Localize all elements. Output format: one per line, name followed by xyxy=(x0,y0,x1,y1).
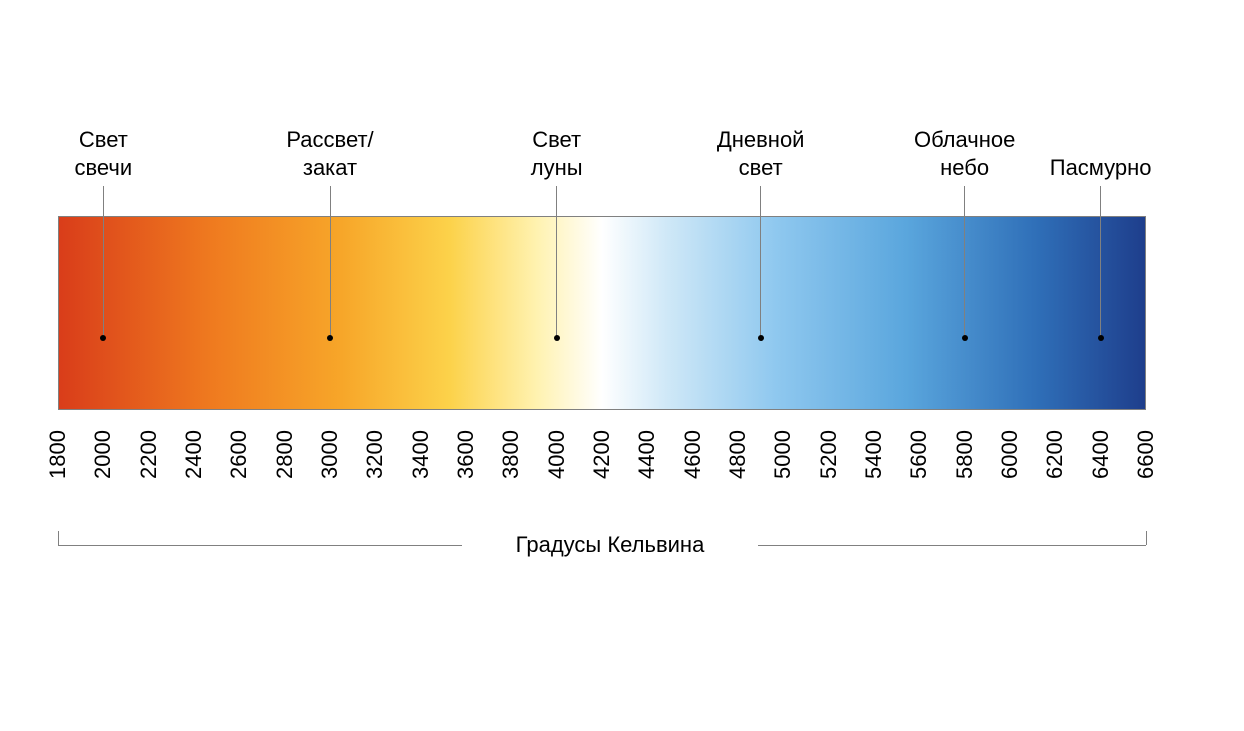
axis-tick-label: 4800 xyxy=(725,430,751,479)
axis-tick-label: 2400 xyxy=(181,430,207,479)
callout-leader-line xyxy=(1100,186,1101,338)
axis-tick-label: 4200 xyxy=(589,430,615,479)
callout-label: Свет свечи xyxy=(0,126,223,182)
callout-dot xyxy=(1098,335,1104,341)
axis-tick-label: 6200 xyxy=(1042,430,1068,479)
callout-dot xyxy=(962,335,968,341)
axis-tick-label: 5000 xyxy=(770,430,796,479)
axis-tick-label: 2000 xyxy=(90,430,116,479)
axis-bracket xyxy=(58,531,59,545)
axis-tick-label: 4400 xyxy=(634,430,660,479)
axis-tick-label: 2800 xyxy=(272,430,298,479)
callout-leader-line xyxy=(330,186,331,338)
callout-dot xyxy=(554,335,560,341)
axis-tick-label: 2200 xyxy=(136,430,162,479)
axis-tick-label: 6400 xyxy=(1088,430,1114,479)
callout-leader-line xyxy=(103,186,104,338)
callout-leader-line xyxy=(964,186,965,338)
axis-title: Градусы Кельвина xyxy=(462,532,758,558)
callout-dot xyxy=(758,335,764,341)
callout-label: Рассвет/ закат xyxy=(210,126,450,182)
axis-bracket xyxy=(1146,531,1147,545)
axis-tick-label: 2600 xyxy=(226,430,252,479)
axis-tick-label: 3000 xyxy=(317,430,343,479)
axis-tick-label: 5600 xyxy=(906,430,932,479)
axis-tick-label: 3600 xyxy=(453,430,479,479)
axis-tick-label: 6600 xyxy=(1133,430,1159,479)
color-temperature-bar xyxy=(58,216,1146,410)
callout-leader-line xyxy=(556,186,557,338)
axis-tick-label: 3200 xyxy=(362,430,388,479)
axis-tick-label: 5400 xyxy=(861,430,887,479)
axis-tick-label: 5800 xyxy=(952,430,978,479)
axis-tick-label: 6000 xyxy=(997,430,1023,479)
axis-tick-label: 4600 xyxy=(680,430,706,479)
callout-label: Пасмурно xyxy=(981,154,1221,182)
kelvin-scale-diagram: Свет свечиРассвет/ закатСвет луныДневной… xyxy=(0,0,1244,731)
callout-dot xyxy=(327,335,333,341)
axis-tick-label: 1800 xyxy=(45,430,71,479)
axis-tick-label: 5200 xyxy=(816,430,842,479)
axis-tick-label: 3800 xyxy=(498,430,524,479)
axis-tick-label: 3400 xyxy=(408,430,434,479)
callout-dot xyxy=(100,335,106,341)
callout-leader-line xyxy=(760,186,761,338)
axis-tick-label: 4000 xyxy=(544,430,570,479)
